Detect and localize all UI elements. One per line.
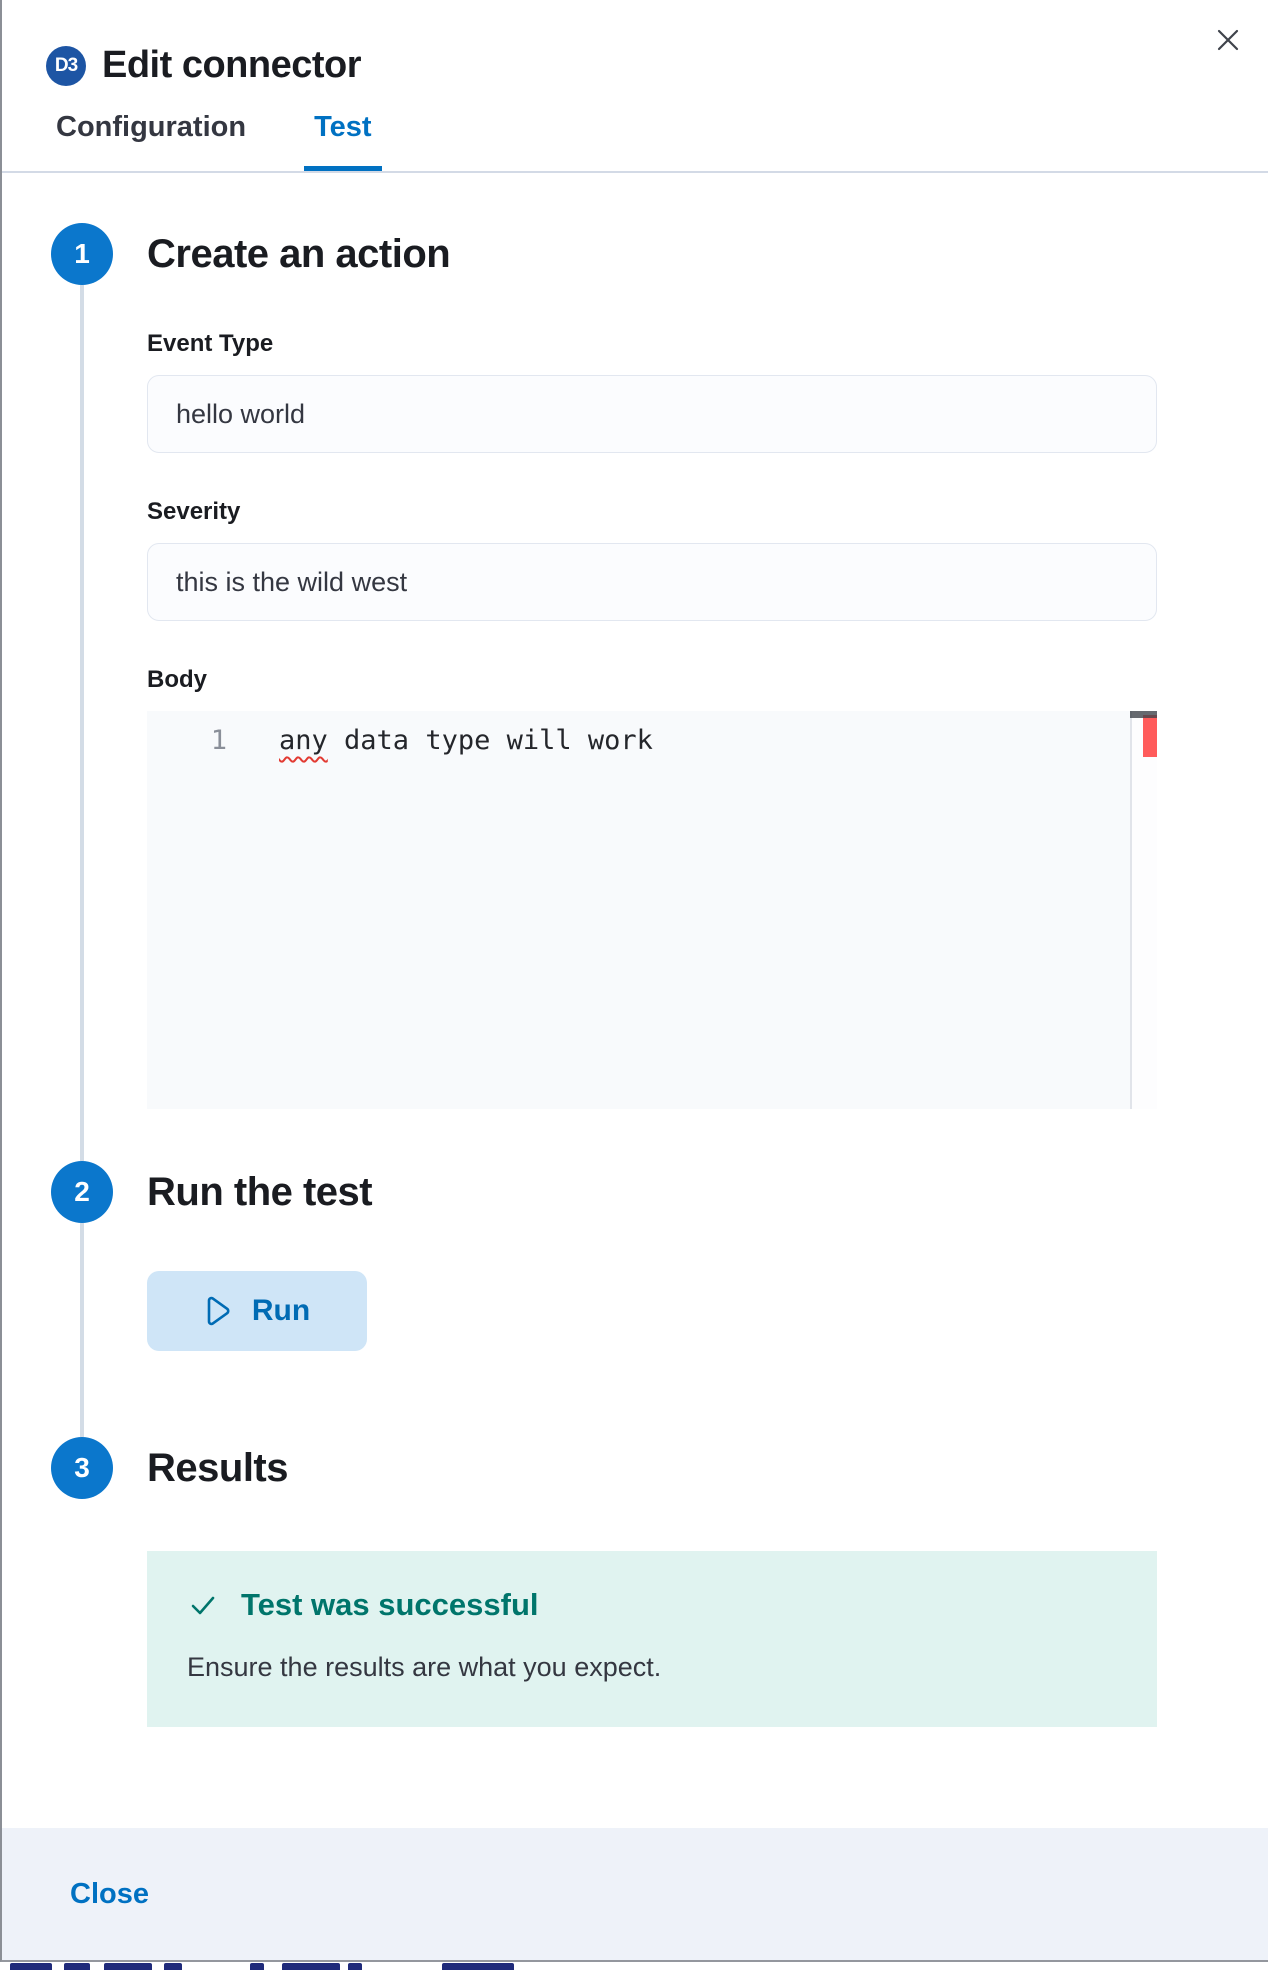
body-label: Body	[147, 666, 207, 693]
editor-line-number: 1	[210, 725, 227, 756]
run-button-label: Run	[251, 1294, 311, 1327]
step-connector-line	[80, 1223, 84, 1437]
event-type-field-group: Event Type	[147, 329, 1157, 453]
step-3-number-badge: 3	[51, 1437, 113, 1499]
tab-configuration[interactable]: Configuration	[46, 111, 256, 171]
flyout-title-row: D3 Edit connector	[46, 44, 1224, 87]
editor-error-marker	[1143, 715, 1157, 757]
callout-body-text: Ensure the results are what you expect.	[187, 1652, 662, 1682]
tab-bar: Configuration Test	[46, 111, 1224, 171]
step-results: 3 Results Test was successful Ensure the…	[50, 1437, 1224, 1767]
event-type-input[interactable]	[147, 375, 1157, 453]
d3-security-logo-icon: D3	[46, 45, 86, 86]
step-2-number-badge: 2	[51, 1161, 113, 1223]
callout-title-text: Test was successful	[241, 1587, 539, 1622]
severity-field-group: Severity	[147, 497, 1157, 621]
close-icon	[1213, 25, 1243, 55]
editor-misspelled-word: any	[279, 725, 328, 756]
editor-code-text: data type will work	[327, 725, 653, 756]
event-type-label: Event Type	[147, 330, 274, 357]
flyout-footer: Close	[2, 1828, 1268, 1960]
editor-code-line[interactable]: any data type will work	[279, 711, 1157, 1109]
close-flyout-button[interactable]	[1206, 18, 1250, 62]
step-3-rail: 3	[50, 1437, 114, 1767]
severity-input[interactable]	[147, 543, 1157, 621]
step-2-rail: 2	[50, 1161, 114, 1437]
close-button[interactable]: Close	[70, 1877, 149, 1910]
step-1-number-badge: 1	[51, 223, 113, 285]
step-2-title: Run the test	[147, 1170, 373, 1214]
step-1-rail: 1	[50, 223, 114, 1161]
step-3-title: Results	[147, 1446, 289, 1490]
flyout-content: 1 Create an action Event Type Severity B…	[2, 173, 1268, 1828]
step-run-the-test: 2 Run the test Run	[50, 1161, 1224, 1437]
body-code-editor[interactable]: 1 any data type will work	[147, 711, 1157, 1109]
step-create-an-action: 1 Create an action Event Type Severity B…	[50, 223, 1224, 1161]
body-field-group: Body 1 any data type will work	[147, 665, 1157, 1109]
severity-label: Severity	[147, 498, 241, 525]
flyout-title: Edit connector	[102, 44, 362, 86]
editor-overview-ruler	[1130, 711, 1157, 1109]
test-success-callout: Test was successful Ensure the results a…	[147, 1551, 1157, 1727]
check-icon	[187, 1589, 219, 1621]
tab-test[interactable]: Test	[304, 111, 382, 171]
background-page-clipped-content	[0, 1962, 1268, 1970]
editor-scrollbar-thumb[interactable]	[1130, 711, 1157, 718]
step-1-title: Create an action	[147, 232, 451, 276]
run-test-button[interactable]: Run	[147, 1271, 367, 1351]
play-icon	[204, 1295, 232, 1327]
step-connector-line	[80, 285, 84, 1161]
flyout-header: D3 Edit connector Configuration Test	[2, 0, 1268, 173]
